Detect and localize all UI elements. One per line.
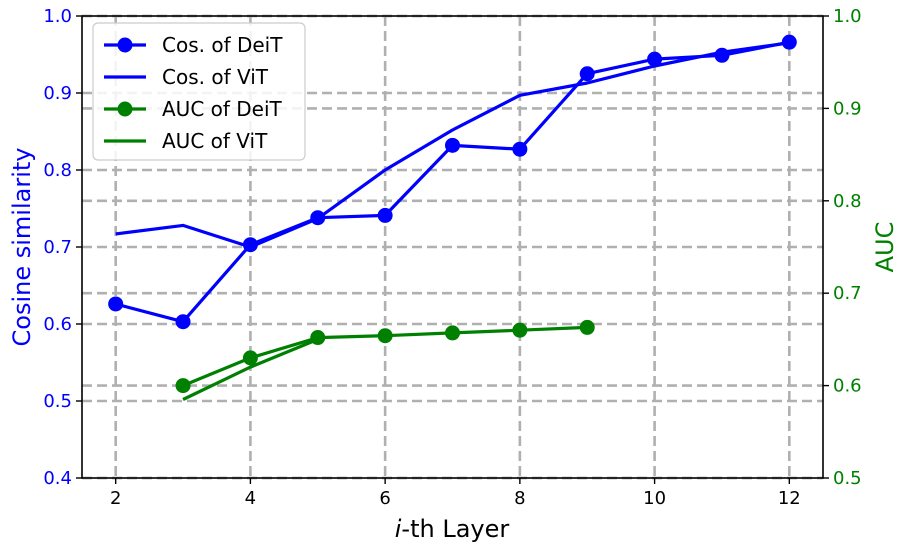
legend-marker	[117, 37, 133, 53]
x-axis-label: i-th Layer	[395, 515, 510, 543]
left-tick-label: 0.7	[43, 237, 72, 258]
data-point-cos-of-deit	[647, 51, 663, 67]
data-point-cos-of-deit	[108, 296, 124, 312]
right-axis-label: AUC	[871, 222, 899, 273]
data-point-cos-of-deit	[512, 141, 528, 157]
legend-marker	[117, 101, 133, 117]
right-tick-label: 0.7	[833, 283, 862, 304]
data-point-cos-of-deit	[377, 207, 393, 223]
data-point-cos-of-deit	[242, 237, 258, 253]
series-layer	[108, 34, 797, 401]
x-tick-label: 4	[245, 488, 256, 509]
x-tick-label: 6	[379, 488, 390, 509]
left-tick-label: 0.4	[43, 468, 72, 489]
x-tick-label: 2	[110, 488, 121, 509]
legend-entry-label: AUC of DeiT	[162, 97, 283, 121]
series-line-auc-of-vit	[182, 337, 319, 401]
series-line-cos-of-vit	[115, 41, 790, 249]
data-point-cos-of-deit	[781, 34, 797, 50]
data-point-auc-of-deit	[512, 322, 528, 338]
legend-entry-label: Cos. of ViT	[162, 65, 269, 89]
x-axis-ticks: 2 4 6 8 10 12	[110, 478, 801, 509]
legend: Cos. of DeiT Cos. of ViT AUC of DeiT AUC of…	[92, 22, 306, 161]
data-point-auc-of-deit	[242, 350, 258, 366]
x-axis-label-rest: -th Layer	[401, 515, 509, 543]
data-point-auc-of-deit	[445, 325, 460, 341]
data-point-auc-of-deit	[579, 319, 595, 335]
data-point-cos-of-deit	[579, 66, 595, 82]
left-tick-label: 0.9	[43, 83, 72, 104]
data-point-cos-of-deit	[445, 137, 460, 153]
left-tick-label: 1.0	[43, 6, 72, 27]
legend-entry-label: AUC of ViT	[162, 129, 268, 153]
right-tick-label: 0.6	[833, 376, 862, 397]
left-axis-ticks: 0.4 0.5 0.6 0.7 0.8 0.9 1.0	[43, 6, 82, 489]
left-tick-label: 0.6	[43, 314, 72, 335]
x-tick-label: 12	[778, 488, 801, 509]
data-point-cos-of-deit	[175, 314, 191, 330]
data-point-auc-of-deit	[175, 378, 191, 394]
right-tick-label: 0.5	[833, 468, 862, 489]
right-tick-label: 0.8	[833, 191, 862, 212]
left-tick-label: 0.8	[43, 160, 72, 181]
x-tick-label: 10	[643, 488, 666, 509]
x-axis-label-italic: i	[395, 515, 402, 543]
legend-box	[92, 22, 306, 161]
data-point-auc-of-deit	[377, 328, 393, 344]
legend-entry-label: Cos. of DeiT	[162, 33, 283, 57]
left-axis-label: Cosine similarity	[8, 148, 36, 347]
left-tick-label: 0.5	[43, 391, 72, 412]
right-axis-ticks: 0.5 0.6 0.7 0.8 0.9 1.0	[823, 6, 862, 489]
x-tick-label: 8	[514, 488, 525, 509]
right-tick-label: 1.0	[833, 6, 862, 27]
right-tick-label: 0.9	[833, 98, 862, 119]
